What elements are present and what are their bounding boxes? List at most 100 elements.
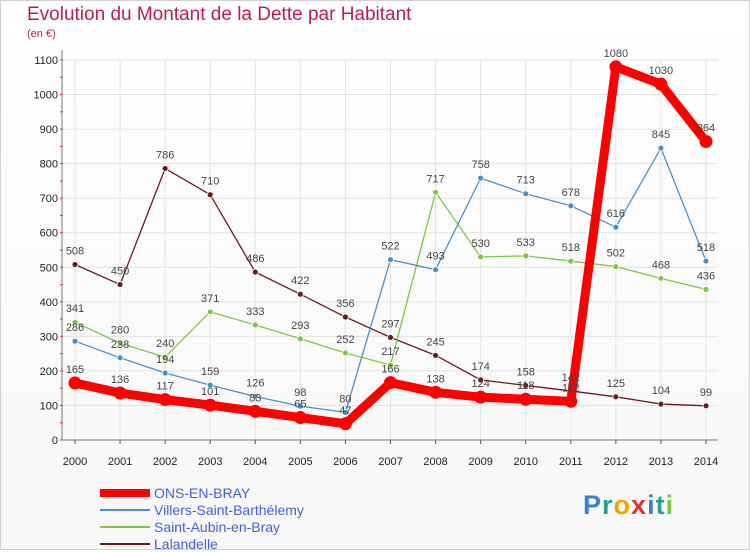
data-point <box>206 381 214 389</box>
logo-letter: r <box>602 490 614 520</box>
y-tick-label: 200 <box>40 366 58 378</box>
y-tick-label: 0 <box>52 435 58 447</box>
data-label: 245 <box>426 336 444 348</box>
data-point <box>296 290 304 298</box>
data-label: 371 <box>201 293 219 305</box>
data-point <box>612 223 620 231</box>
data-point <box>519 392 533 406</box>
data-label: 450 <box>111 266 129 278</box>
logo-letter: t <box>655 490 666 520</box>
data-label: 533 <box>517 237 535 249</box>
data-point <box>116 354 124 362</box>
data-label: 293 <box>291 320 309 332</box>
x-tick-label: 2004 <box>243 456 267 468</box>
data-point <box>612 263 620 270</box>
data-point <box>206 191 214 199</box>
x-tick-label: 2003 <box>198 456 222 468</box>
chart-title: Evolution du Montant de la Dette par Hab… <box>27 4 412 25</box>
data-point <box>699 135 713 149</box>
data-point <box>654 77 668 91</box>
data-label: 333 <box>246 306 264 318</box>
data-label: 717 <box>426 173 444 185</box>
data-point <box>161 353 169 361</box>
legend-label: ONS-EN-BRAY <box>154 484 251 501</box>
data-label: 136 <box>111 374 129 386</box>
data-label: 126 <box>246 377 264 389</box>
y-tick-label: 600 <box>40 228 58 240</box>
data-labels: 165 136 117 101 83 65 47 166 138 124 118 112 1080 103… <box>66 48 715 417</box>
y-tick-label: 1100 <box>34 55 58 67</box>
data-point <box>612 393 620 401</box>
series-layer <box>68 60 713 431</box>
legend-swatch <box>100 542 150 545</box>
logo-letter: x <box>631 490 648 520</box>
data-point <box>342 313 349 321</box>
data-label: 493 <box>426 251 444 263</box>
data-point <box>113 386 127 400</box>
line-chart: 0 100 200 300 400 500 600 700 800 900 1000 1100 2000… <box>34 48 719 468</box>
data-point <box>248 404 262 418</box>
data-label: 713 <box>517 175 535 187</box>
data-label: 678 <box>562 187 580 199</box>
data-label: 80 <box>339 393 351 405</box>
data-point <box>432 351 439 359</box>
legend-swatch <box>100 488 150 497</box>
legend-swatch <box>100 508 150 511</box>
y-tick-label: 800 <box>40 159 58 171</box>
data-point <box>657 144 665 152</box>
data-label: 518 <box>562 242 580 254</box>
data-point <box>522 382 530 389</box>
x-tick-label: 2007 <box>378 456 402 468</box>
data-point <box>567 202 575 210</box>
data-point <box>522 190 530 198</box>
x-tick-label: 2005 <box>288 456 312 468</box>
proxiti-logo: Proxiti <box>583 490 674 521</box>
data-point <box>296 402 304 410</box>
data-point <box>251 268 259 276</box>
data-point <box>432 266 439 274</box>
data-point <box>116 339 124 347</box>
data-label: 118 <box>517 380 535 392</box>
data-point <box>206 308 214 316</box>
y-tick-label: 500 <box>40 262 58 274</box>
data-point <box>657 400 665 408</box>
y-tick-label: 100 <box>40 400 58 412</box>
data-label: 65 <box>294 399 306 411</box>
legend-item: Saint-Aubin-en-Bray <box>100 518 304 535</box>
data-label: 280 <box>111 324 129 336</box>
data-label: 356 <box>336 298 354 310</box>
data-label: 502 <box>607 248 625 260</box>
data-label: 138 <box>426 373 444 385</box>
data-point <box>384 376 397 390</box>
x-tick-label: 2013 <box>649 456 673 468</box>
y-tick-label: 900 <box>40 124 58 136</box>
data-point <box>702 285 710 293</box>
data-label: 436 <box>697 270 715 282</box>
logo-letter: P <box>583 490 603 520</box>
data-point <box>71 318 79 326</box>
data-point <box>251 321 259 329</box>
logo-letter: i <box>647 490 656 520</box>
y-tick-label: 300 <box>40 331 58 343</box>
x-tick-label: 2008 <box>423 456 447 468</box>
data-label: 1030 <box>649 65 673 77</box>
data-point <box>161 165 169 172</box>
data-label: 522 <box>381 241 399 253</box>
data-label: 518 <box>697 242 715 254</box>
data-point <box>71 261 79 268</box>
data-label: 486 <box>246 253 264 265</box>
data-label: 159 <box>201 366 219 378</box>
data-point <box>342 408 349 416</box>
data-point <box>71 337 79 345</box>
data-point <box>251 393 259 400</box>
data-label: 758 <box>471 159 489 171</box>
data-label: 125 <box>607 378 625 390</box>
data-label: 238 <box>111 339 129 351</box>
x-tick-label: 2000 <box>63 456 87 468</box>
data-point <box>296 335 304 343</box>
data-label: 194 <box>156 354 174 366</box>
data-label: 101 <box>201 386 219 398</box>
data-label: 468 <box>652 259 670 271</box>
data-label: 166 <box>381 364 399 376</box>
